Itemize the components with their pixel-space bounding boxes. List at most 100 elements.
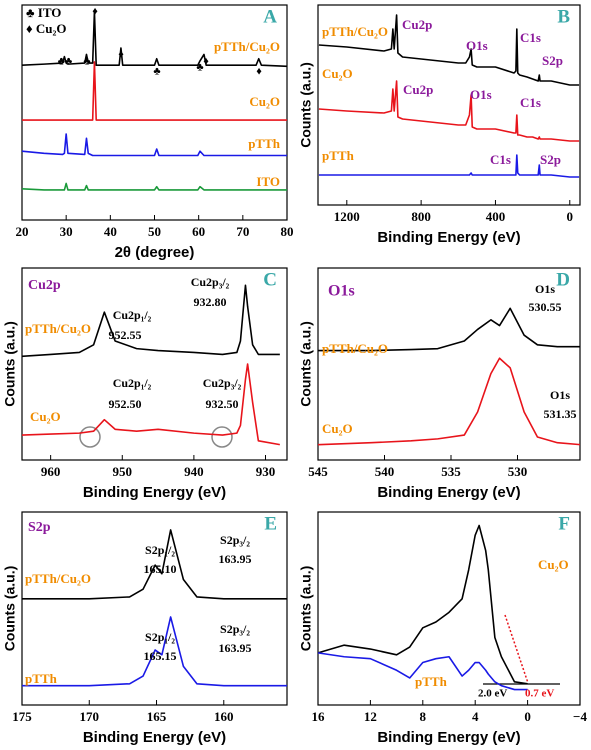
x-tick-label: 20 bbox=[16, 224, 29, 239]
annotation: ♦ bbox=[203, 56, 209, 68]
series-label: Cu₂O bbox=[322, 66, 353, 81]
annotation: 952.50 bbox=[109, 397, 142, 411]
annotation: 2.0 eV bbox=[478, 688, 507, 700]
series-label: Cu₂O bbox=[538, 557, 569, 572]
series-line bbox=[318, 14, 580, 86]
annotation: ♦ bbox=[92, 6, 98, 18]
tangent-line bbox=[504, 614, 529, 684]
x-tick-label: 165 bbox=[147, 709, 167, 724]
x-tick-label: 530 bbox=[508, 464, 528, 479]
annotation: Cu2p bbox=[403, 82, 433, 97]
x-tick-label: 0 bbox=[524, 709, 531, 724]
panel-label: A bbox=[263, 6, 277, 27]
annotation: Cu2p₃/₂ bbox=[203, 376, 242, 390]
series-label: pTTh/Cu₂O bbox=[322, 24, 388, 39]
y-axis-label: Counts (a.u.) bbox=[298, 321, 314, 407]
series-label: pTTh/Cu₂O bbox=[322, 341, 388, 356]
y-axis-label: Counts (a.u.) bbox=[298, 566, 314, 652]
x-tick-label: 940 bbox=[184, 464, 204, 479]
plot-frame bbox=[21, 4, 288, 221]
annotation: Cu2p bbox=[28, 278, 61, 293]
annotation: S2p bbox=[28, 520, 51, 535]
series-label: Cu₂O bbox=[30, 409, 61, 424]
annotation: 0.7 eV bbox=[525, 688, 554, 700]
plot-frame bbox=[317, 4, 581, 206]
x-axis-label: 2θ (degree) bbox=[115, 244, 195, 261]
series-line bbox=[21, 10, 288, 68]
annotation: C1s bbox=[520, 30, 541, 45]
annotation: C1s bbox=[520, 95, 541, 110]
annotation: ♣ bbox=[196, 62, 203, 74]
series-line bbox=[21, 133, 287, 157]
series-label: Cu₂O bbox=[322, 421, 353, 436]
annotation: 932.80 bbox=[194, 295, 227, 309]
x-tick-label: 535 bbox=[441, 464, 461, 479]
panel-label: F bbox=[558, 513, 570, 534]
series-line bbox=[22, 529, 287, 600]
x-tick-label: −4 bbox=[573, 709, 587, 724]
series-line bbox=[22, 616, 287, 687]
x-tick-label: 175 bbox=[12, 709, 32, 724]
annotation: O1s bbox=[535, 282, 555, 296]
panel-label: E bbox=[264, 513, 277, 534]
annotation: O1s bbox=[328, 283, 355, 300]
annotation: 952.55 bbox=[109, 328, 142, 342]
x-tick-label: 70 bbox=[236, 224, 249, 239]
annotation: S2p₁/₂ bbox=[145, 630, 175, 644]
y-axis-label: Counts (a.u.) bbox=[2, 321, 18, 407]
annotation: S2p bbox=[540, 152, 561, 167]
series-line bbox=[318, 80, 580, 142]
highlight-circle bbox=[211, 426, 233, 448]
annotation: 531.35 bbox=[544, 407, 577, 421]
series-line bbox=[318, 307, 580, 352]
annotation: ♣ ITO bbox=[26, 5, 61, 20]
panel-label: D bbox=[556, 269, 570, 290]
annotation: S2p₃/₂ bbox=[220, 622, 250, 636]
plot-frame bbox=[21, 511, 288, 706]
panel-label: B bbox=[557, 6, 570, 27]
series-label: pTTh bbox=[322, 148, 355, 163]
series-line bbox=[22, 61, 287, 121]
x-tick-label: 30 bbox=[60, 224, 73, 239]
x-axis-label: Binding Energy (eV) bbox=[377, 484, 520, 501]
series-line bbox=[318, 154, 580, 178]
annotation: C1s bbox=[490, 152, 511, 167]
series-line bbox=[317, 357, 581, 446]
series-label: pTTh/Cu₂O bbox=[25, 321, 91, 336]
series-label: pTTh/Cu₂O bbox=[25, 571, 91, 586]
annotation: O1s bbox=[470, 87, 492, 102]
annotation: ♦ Cu₂O bbox=[26, 21, 67, 36]
x-tick-label: 50 bbox=[148, 224, 161, 239]
annotation: Cu2p bbox=[402, 17, 432, 32]
annotation: O1s bbox=[550, 388, 570, 402]
annotation: Cu2p₁/₂ bbox=[113, 376, 152, 390]
x-axis-label: Binding Energy (eV) bbox=[83, 484, 226, 501]
x-tick-label: 40 bbox=[104, 224, 117, 239]
annotation: O1s bbox=[466, 38, 488, 53]
series-label: pTTh bbox=[415, 674, 448, 689]
x-axis-label: Binding Energy (eV) bbox=[377, 229, 520, 246]
x-axis-label: Binding Energy (eV) bbox=[377, 729, 520, 746]
plot-frame bbox=[317, 511, 581, 706]
annotation: Cu2p₁/₂ bbox=[113, 308, 152, 322]
y-axis-label: Counts (a.u.) bbox=[298, 62, 314, 148]
annotation: 163.95 bbox=[219, 552, 252, 566]
x-tick-label: 960 bbox=[41, 464, 61, 479]
annotation: 932.50 bbox=[206, 397, 239, 411]
x-tick-label: 8 bbox=[420, 709, 427, 724]
x-tick-label: 1200 bbox=[334, 209, 360, 224]
y-axis-label: Counts (a.u.) bbox=[2, 566, 18, 652]
annotation: Cu2p₃/₂ bbox=[191, 275, 230, 289]
annotation: ♣ bbox=[83, 56, 90, 68]
annotation: ♣ bbox=[153, 66, 160, 78]
plot-frame bbox=[317, 267, 581, 461]
annotation: ♦ bbox=[256, 66, 262, 78]
annotation: S2p₁/₂ bbox=[145, 543, 175, 557]
series-line bbox=[21, 363, 280, 446]
series-line bbox=[21, 182, 287, 191]
series-label: pTTh bbox=[25, 671, 58, 686]
annotation: 163.95 bbox=[219, 641, 252, 655]
x-tick-label: 540 bbox=[375, 464, 395, 479]
series-line bbox=[317, 652, 528, 691]
